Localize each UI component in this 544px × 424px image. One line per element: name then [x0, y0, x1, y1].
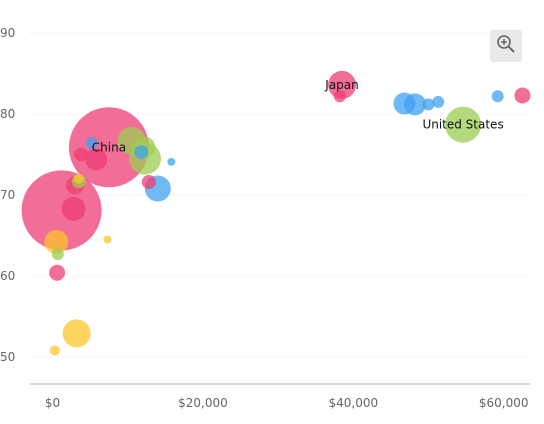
- bubble-point[interactable]: [49, 264, 66, 281]
- gridlines: [30, 32, 530, 358]
- bubble-point[interactable]: [85, 148, 108, 171]
- bubble-point[interactable]: [445, 106, 482, 143]
- bubble-point[interactable]: [74, 147, 89, 162]
- y-tick-label: 50: [0, 350, 15, 364]
- x-tick-label: $20,000: [178, 396, 228, 410]
- bubble-point[interactable]: [422, 98, 435, 111]
- y-tick-label: 70: [0, 188, 15, 202]
- bubble-point[interactable]: [44, 229, 69, 254]
- bubble-label: China: [92, 140, 126, 154]
- tick-labels: 50 60 70 80 90 $0 $20,000 $40,000 $60,000: [0, 26, 528, 410]
- bubble-point[interactable]: [432, 95, 445, 108]
- y-tick-label: 90: [0, 26, 15, 40]
- bubble-point[interactable]: [403, 93, 426, 116]
- bubbles: [21, 70, 531, 356]
- y-tick-label: 60: [0, 269, 15, 283]
- bubble-point[interactable]: [51, 248, 64, 261]
- bubble-point[interactable]: [103, 235, 112, 244]
- zoom-button[interactable]: [490, 30, 522, 62]
- bubble-point[interactable]: [333, 90, 346, 103]
- bubble-labels: China Japan United States: [92, 78, 504, 154]
- bubble-point[interactable]: [49, 345, 60, 356]
- x-tick-label: $40,000: [328, 396, 378, 410]
- y-tick-label: 80: [0, 107, 15, 121]
- x-tick-label: $60,000: [479, 396, 529, 410]
- bubble-point[interactable]: [514, 87, 531, 104]
- bubble-point[interactable]: [141, 175, 156, 190]
- bubble-point[interactable]: [134, 145, 149, 160]
- bubble-point[interactable]: [491, 90, 504, 103]
- bubble-point[interactable]: [62, 319, 91, 348]
- bubble-point[interactable]: [73, 173, 84, 184]
- bubble-point[interactable]: [85, 137, 98, 150]
- x-tick-label: $0: [45, 396, 60, 410]
- bubble-point[interactable]: [328, 70, 357, 99]
- bubble-label: Japan: [324, 78, 358, 92]
- zoom-in-icon: [496, 34, 516, 58]
- bubble-point[interactable]: [167, 157, 176, 166]
- bubble-label: United States: [422, 118, 503, 132]
- bubble-point[interactable]: [61, 196, 86, 221]
